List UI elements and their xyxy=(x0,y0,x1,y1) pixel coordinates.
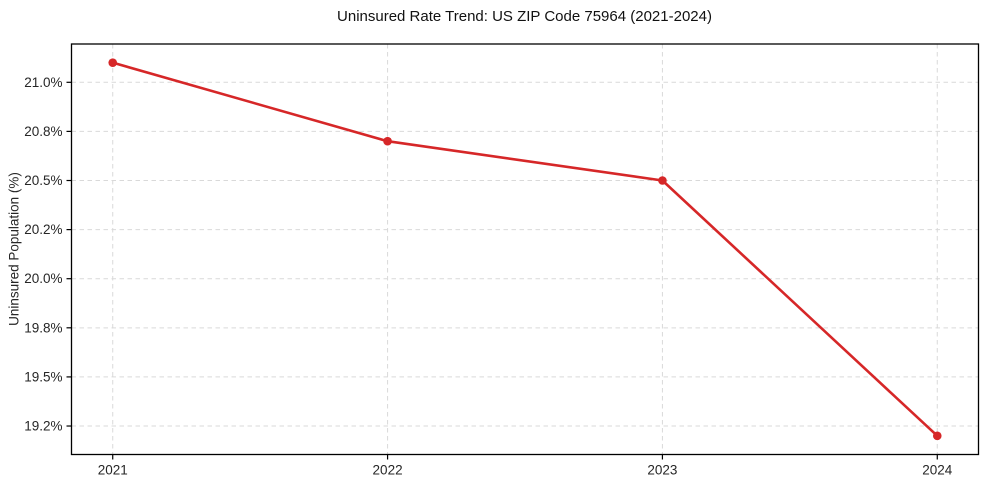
axes-spines xyxy=(70,43,980,456)
chart-title: Uninsured Rate Trend: US ZIP Code 75964 … xyxy=(337,8,712,25)
data-point-marker xyxy=(108,58,118,67)
y-tick-label: 20.0% xyxy=(24,271,62,286)
x-tick-label: 2023 xyxy=(647,463,677,478)
y-tick-label: 20.2% xyxy=(24,222,62,237)
y-tick-label: 19.8% xyxy=(24,320,62,335)
x-tick-label: 2024 xyxy=(922,463,953,478)
y-tick-label: 19.2% xyxy=(24,419,62,434)
data-point-marker xyxy=(658,176,667,185)
y-tick-label: 21.0% xyxy=(24,75,62,90)
trend-line xyxy=(111,61,939,438)
y-tick-label: 20.8% xyxy=(24,124,62,139)
data-point-marker xyxy=(932,431,942,441)
x-tick-label: 2021 xyxy=(98,463,128,478)
x-tick-label: 2022 xyxy=(373,463,403,478)
y-tick-label: 19.5% xyxy=(24,369,62,384)
data-point-marker xyxy=(383,136,392,146)
y-tick-label: 20.5% xyxy=(24,173,62,188)
